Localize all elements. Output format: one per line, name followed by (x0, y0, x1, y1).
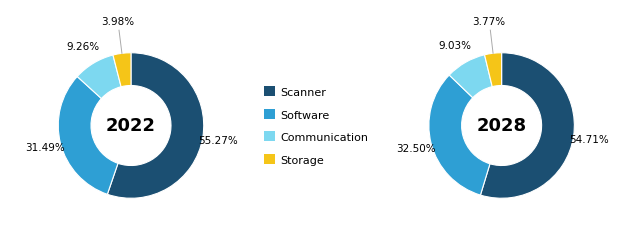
Wedge shape (77, 56, 121, 99)
Text: 3.98%: 3.98% (101, 17, 134, 27)
Text: 9.26%: 9.26% (66, 42, 100, 51)
Wedge shape (481, 53, 574, 198)
Text: 2022: 2022 (106, 117, 156, 135)
Wedge shape (429, 76, 490, 195)
Legend: Scanner, Software, Communication, Storage: Scanner, Software, Communication, Storag… (264, 87, 369, 165)
Text: 31.49%: 31.49% (25, 143, 65, 153)
Text: 55.27%: 55.27% (199, 136, 238, 146)
Wedge shape (484, 53, 502, 87)
Text: 9.03%: 9.03% (439, 41, 472, 50)
Wedge shape (58, 77, 118, 195)
Wedge shape (107, 53, 204, 198)
Wedge shape (449, 56, 492, 98)
Text: 32.50%: 32.50% (396, 143, 436, 153)
Text: 3.77%: 3.77% (473, 17, 506, 27)
Text: 54.71%: 54.71% (569, 134, 609, 144)
Wedge shape (113, 53, 131, 87)
Text: 2028: 2028 (477, 117, 527, 135)
